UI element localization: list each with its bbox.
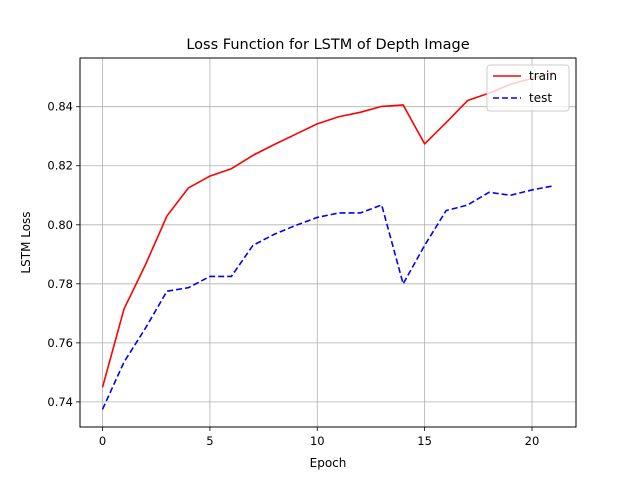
- y-tick-label: 0.74: [47, 395, 73, 409]
- series-line-train: [101, 71, 554, 388]
- series-line-test: [101, 185, 554, 410]
- legend-label-test: test: [529, 91, 552, 105]
- x-tick-label: 10: [310, 434, 325, 448]
- x-tick-label: 5: [206, 434, 213, 448]
- chart-title: Loss Function for LSTM of Depth Image: [186, 37, 469, 53]
- axes-frame: [79, 57, 577, 428]
- x-tick-label: 0: [99, 434, 106, 448]
- y-axis-label: LSTM Loss: [19, 211, 33, 273]
- ticks: 0 5 10 15 20 0.74 0.76 0.78 0.80 0.82 0.84: [47, 100, 539, 448]
- y-tick-label: 0.78: [47, 277, 73, 291]
- x-tick-label: 20: [525, 434, 540, 448]
- y-tick-label: 0.76: [47, 336, 73, 350]
- y-tick-label: 0.82: [47, 159, 73, 173]
- x-tick-label: 15: [417, 434, 432, 448]
- plot-area: [101, 71, 554, 410]
- y-tick-label: 0.84: [47, 100, 73, 114]
- x-axis-label: Epoch: [310, 456, 347, 470]
- y-tick-label: 0.80: [47, 218, 73, 232]
- legend-label-train: train: [529, 69, 557, 83]
- legend: train test: [486, 64, 570, 112]
